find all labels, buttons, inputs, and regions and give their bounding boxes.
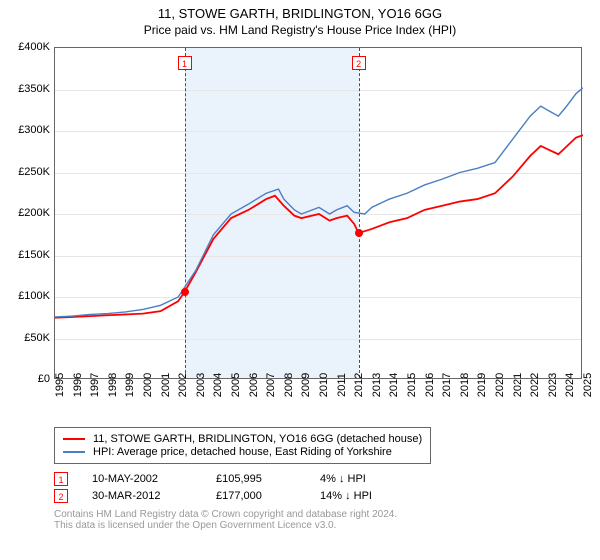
y-tick-label: £50K [10, 332, 50, 344]
x-tick-label: 1995 [54, 373, 66, 397]
x-tick-label: 2008 [283, 373, 295, 397]
x-tick-label: 2020 [494, 373, 506, 397]
x-tick-label: 2002 [177, 373, 189, 397]
legend-swatch [63, 438, 85, 440]
title-block: 11, STOWE GARTH, BRIDLINGTON, YO16 6GG P… [10, 6, 590, 37]
x-tick-label: 2017 [441, 373, 453, 397]
x-tick-label: 2013 [371, 373, 383, 397]
sale-marker-dot [355, 229, 363, 237]
chart-subtitle: Price paid vs. HM Land Registry's House … [10, 23, 590, 37]
x-tick-label: 2004 [212, 373, 224, 397]
x-tick-label: 2000 [142, 373, 154, 397]
sale-delta: 14% ↓ HPI [320, 490, 400, 502]
y-tick-label: £350K [10, 83, 50, 95]
x-tick-label: 1997 [89, 373, 101, 397]
legend-row: 11, STOWE GARTH, BRIDLINGTON, YO16 6GG (… [63, 433, 422, 445]
x-tick-label: 2005 [230, 373, 242, 397]
sale-date: 10-MAY-2002 [92, 473, 192, 485]
footer-line-1: Contains HM Land Registry data © Crown c… [54, 509, 590, 520]
legend: 11, STOWE GARTH, BRIDLINGTON, YO16 6GG (… [54, 427, 431, 464]
legend-label: HPI: Average price, detached house, East… [93, 446, 392, 458]
y-tick-label: £400K [10, 41, 50, 53]
x-tick-label: 2018 [459, 373, 471, 397]
x-tick-label: 2023 [547, 373, 559, 397]
footer-attribution: Contains HM Land Registry data © Crown c… [54, 509, 590, 531]
plot-area: 12 [54, 47, 582, 379]
series-svg [55, 48, 583, 380]
sale-marker-box: 2 [54, 489, 68, 503]
chart-container: 11, STOWE GARTH, BRIDLINGTON, YO16 6GG P… [0, 0, 600, 560]
x-tick-label: 2006 [248, 373, 260, 397]
sale-marker-box: 1 [54, 472, 68, 486]
x-tick-label: 2016 [424, 373, 436, 397]
sale-marker-dot [181, 288, 189, 296]
y-tick-label: £0 [10, 373, 50, 385]
x-tick-label: 2022 [529, 373, 541, 397]
sales-table: 1 10-MAY-2002 £105,995 4% ↓ HPI 2 30-MAR-2012… [54, 472, 590, 503]
x-tick-label: 2011 [336, 373, 348, 397]
y-tick-label: £100K [10, 290, 50, 302]
x-tick-label: 2010 [318, 373, 330, 397]
sale-price: £177,000 [216, 490, 296, 502]
y-tick-label: £300K [10, 124, 50, 136]
x-tick-label: 2003 [195, 373, 207, 397]
sale-delta: 4% ↓ HPI [320, 473, 400, 485]
x-tick-label: 2012 [353, 373, 365, 397]
x-tick-label: 1999 [124, 373, 136, 397]
arrow-down-icon: ↓ [345, 490, 351, 502]
sale-price: £105,995 [216, 473, 296, 485]
series-price_paid [55, 135, 583, 318]
x-tick-label: 2001 [160, 373, 172, 397]
x-tick-label: 2015 [406, 373, 418, 397]
legend-label: 11, STOWE GARTH, BRIDLINGTON, YO16 6GG (… [93, 433, 422, 445]
y-tick-label: £150K [10, 249, 50, 261]
x-tick-label: 2007 [265, 373, 277, 397]
sale-row: 1 10-MAY-2002 £105,995 4% ↓ HPI [54, 472, 590, 486]
series-hpi [55, 88, 583, 317]
sale-row: 2 30-MAR-2012 £177,000 14% ↓ HPI [54, 489, 590, 503]
x-tick-label: 2021 [512, 373, 524, 397]
footer-line-2: This data is licensed under the Open Gov… [54, 520, 590, 531]
y-tick-label: £250K [10, 166, 50, 178]
chart-title: 11, STOWE GARTH, BRIDLINGTON, YO16 6GG [10, 6, 590, 21]
x-tick-label: 2009 [300, 373, 312, 397]
sale-date: 30-MAR-2012 [92, 490, 192, 502]
x-tick-label: 2019 [476, 373, 488, 397]
legend-row: HPI: Average price, detached house, East… [63, 446, 422, 458]
x-tick-label: 1996 [72, 373, 84, 397]
chart-area: 12 £0 £50K £100K £150K £200K £250K £300K £350K £4… [10, 43, 590, 423]
arrow-down-icon: ↓ [339, 473, 345, 485]
x-tick-label: 2014 [388, 373, 400, 397]
x-tick-label: 1998 [107, 373, 119, 397]
x-tick-label: 2025 [582, 373, 594, 397]
legend-swatch [63, 451, 85, 453]
y-tick-label: £200K [10, 207, 50, 219]
x-tick-label: 2024 [564, 373, 576, 397]
